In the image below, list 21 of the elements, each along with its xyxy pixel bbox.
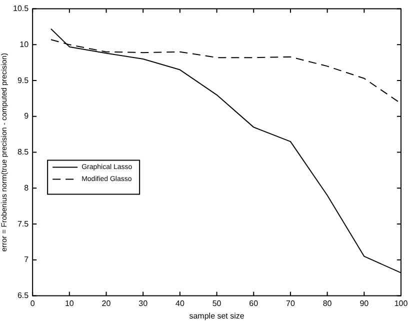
y-tick-label: 9 [24,112,30,121]
y-tick-label: 6.5 [17,291,30,300]
x-tick-label: 10 [64,298,74,308]
y-tick-label: 8.5 [17,148,30,157]
x-tick-label: 40 [175,298,185,308]
x-tick-label: 60 [249,298,259,308]
y-tick-label: 7 [24,255,30,264]
x-tick-label: 100 [394,298,408,308]
x-tick-label: 90 [360,298,370,308]
y-tick-label: 10.5 [12,4,30,14]
y-tick-label: 9.5 [17,76,30,85]
x-tick-label: 0 [30,298,36,308]
x-tick-label: 30 [138,298,148,308]
x-axis-title: sample set size [189,311,245,320]
x-tick-label: 20 [102,298,112,308]
y-tick-label: 7.5 [17,219,30,228]
x-tick-label: 50 [212,298,222,308]
y-tick-label: 8 [24,183,30,192]
y-tick-label: 10 [20,40,30,49]
x-tick-label: 70 [286,298,296,308]
x-tick-label: 80 [322,298,332,308]
